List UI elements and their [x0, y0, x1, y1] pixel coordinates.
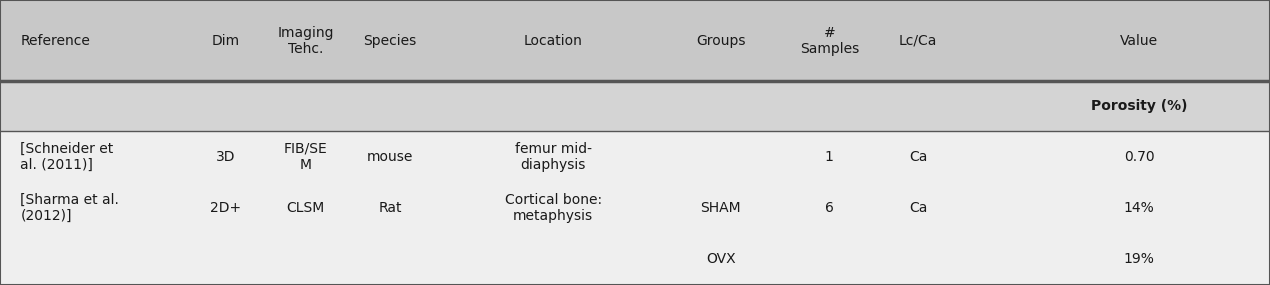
Text: Dim: Dim	[212, 34, 240, 48]
Bar	[0, 234, 1270, 285]
Bar	[0, 182, 1270, 234]
Text: Imaging
Tehc.: Imaging Tehc.	[277, 26, 334, 56]
Text: Lc/Ca: Lc/Ca	[899, 34, 937, 48]
Text: Ca: Ca	[909, 201, 927, 215]
Text: Reference: Reference	[20, 34, 90, 48]
Text: Groups: Groups	[696, 34, 745, 48]
Text: mouse: mouse	[367, 150, 413, 164]
Text: Value: Value	[1120, 34, 1158, 48]
Text: 1: 1	[826, 150, 833, 164]
Text: SHAM: SHAM	[701, 201, 740, 215]
Bar	[0, 0, 1270, 81]
Bar	[0, 131, 1270, 182]
Text: Species: Species	[363, 34, 417, 48]
Text: femur mid-
diaphysis: femur mid- diaphysis	[514, 142, 592, 172]
Text: [Schneider et
al. (2011)]: [Schneider et al. (2011)]	[20, 142, 113, 172]
Text: 2D+: 2D+	[211, 201, 241, 215]
Text: 14%: 14%	[1124, 201, 1154, 215]
Text: #
Samples: # Samples	[800, 26, 859, 56]
Text: 3D: 3D	[216, 150, 236, 164]
Text: 6: 6	[826, 201, 833, 215]
Text: 19%: 19%	[1124, 252, 1154, 266]
Text: CLSM: CLSM	[286, 201, 325, 215]
Text: Ca: Ca	[909, 150, 927, 164]
Text: Cortical bone:
metaphysis: Cortical bone: metaphysis	[504, 193, 602, 223]
Text: [Sharma et al.
(2012)]: [Sharma et al. (2012)]	[20, 193, 119, 223]
Text: Rat: Rat	[378, 201, 401, 215]
Text: OVX: OVX	[706, 252, 735, 266]
Text: 0.70: 0.70	[1124, 150, 1154, 164]
Text: FIB/SE
M: FIB/SE M	[283, 142, 328, 172]
Text: Location: Location	[523, 34, 583, 48]
Text: Porosity (%): Porosity (%)	[1091, 99, 1187, 113]
Bar	[0, 81, 1270, 131]
